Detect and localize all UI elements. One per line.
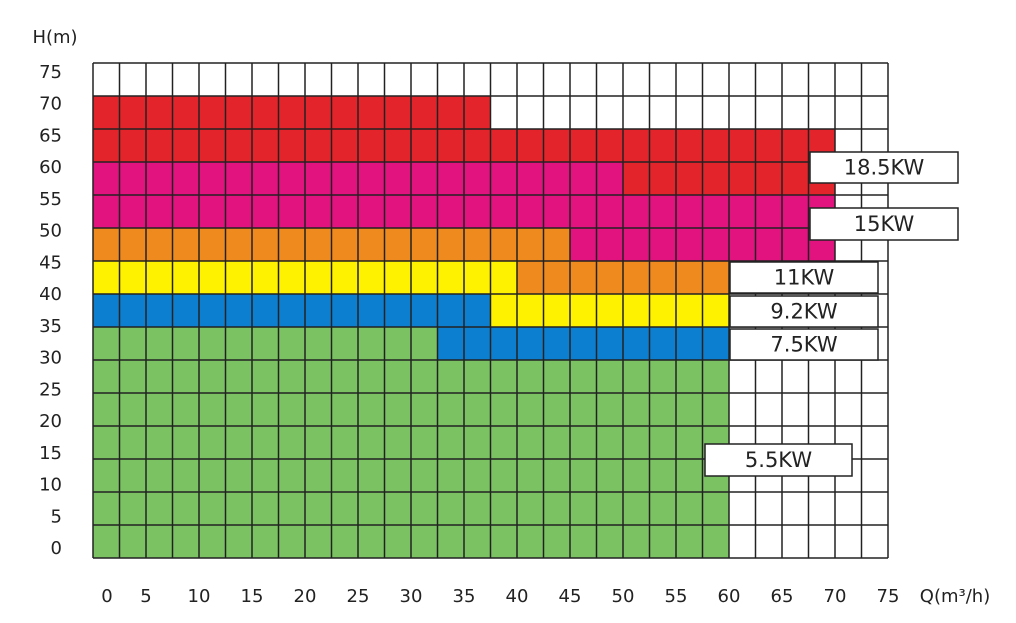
legend-box (809, 207, 959, 241)
x-tick-label: 60 (718, 586, 741, 607)
x-tick-label: 30 (400, 586, 423, 607)
x-tick-label: 45 (559, 586, 582, 607)
x-tick-label: 15 (241, 586, 264, 607)
legend-label: 7.5KW (770, 333, 837, 357)
y-axis-label: H(m) (32, 27, 77, 48)
y-tick-label: 45 (39, 252, 62, 273)
legend-box (809, 151, 959, 184)
x-axis-label: Q(m³/h) (920, 586, 990, 607)
y-tick-label: 20 (39, 411, 62, 432)
y-tick-label: 35 (39, 316, 62, 337)
region-block (490, 294, 729, 327)
x-tick-label: 55 (665, 586, 688, 607)
legend-label: 15KW (854, 212, 915, 236)
y-tick-label: 10 (39, 475, 62, 496)
legend-label: 18.5KW (844, 156, 925, 180)
y-tick-label: 30 (39, 348, 62, 369)
x-tick-label: 40 (506, 586, 529, 607)
legend-box (729, 295, 879, 328)
y-tick-label: 55 (39, 189, 62, 210)
region-block (93, 96, 491, 129)
legend-box (729, 328, 879, 361)
region-block (93, 294, 491, 327)
y-tick-label: 5 (51, 506, 62, 527)
x-tick-label: 70 (824, 586, 847, 607)
x-tick-label: 25 (347, 586, 370, 607)
y-tick-label: 0 (51, 538, 62, 559)
y-tick-label: 15 (39, 443, 62, 464)
x-tick-label: 5 (140, 586, 151, 607)
y-tick-label: 70 (39, 94, 62, 115)
y-tick-label: 40 (39, 284, 62, 305)
x-tick-label: 35 (453, 586, 476, 607)
legend-box (729, 261, 879, 294)
x-tick-label: 50 (612, 586, 635, 607)
x-tick-label: 65 (771, 586, 794, 607)
y-tick-label: 75 (39, 62, 62, 83)
legend-label: 11KW (774, 266, 835, 290)
x-tick-label: 0 (101, 586, 112, 607)
x-tick-label: 10 (188, 586, 211, 607)
region-block (93, 327, 438, 558)
legend-label: 5.5KW (745, 448, 812, 472)
legend-box (704, 443, 853, 477)
y-tick-label: 60 (39, 157, 62, 178)
y-tick-label: 50 (39, 221, 62, 242)
y-tick-label: 25 (39, 379, 62, 400)
region-block (437, 327, 729, 360)
y-tick-label: 65 (39, 125, 62, 146)
x-tick-label: 20 (294, 586, 317, 607)
x-tick-label: 75 (877, 586, 900, 607)
legend-label: 9.2KW (770, 300, 837, 324)
